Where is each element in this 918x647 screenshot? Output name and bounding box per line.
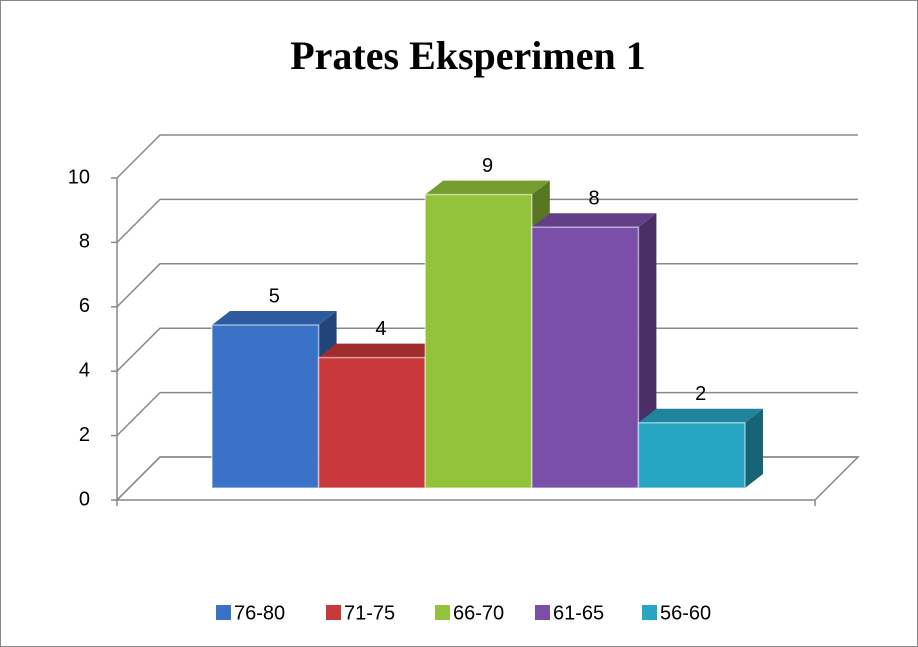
legend-swatch bbox=[216, 605, 231, 620]
legend-swatch bbox=[642, 605, 657, 620]
chart-title: Prates Eksperimen 1 bbox=[290, 33, 646, 78]
y-tick-label: 4 bbox=[79, 359, 90, 381]
grid-line bbox=[116, 198, 858, 243]
legend-label: 61-65 bbox=[553, 602, 604, 624]
bar-top bbox=[531, 213, 657, 228]
legend-label: 71-75 bbox=[344, 602, 395, 624]
bar-top bbox=[212, 311, 337, 325]
legend-swatch bbox=[435, 605, 450, 620]
legend-swatch bbox=[326, 605, 341, 620]
y-tick-label: 10 bbox=[68, 166, 90, 188]
bar bbox=[211, 324, 320, 489]
bar bbox=[317, 356, 426, 489]
bar-top bbox=[425, 180, 550, 195]
bar bbox=[637, 422, 746, 489]
y-tick-label: 2 bbox=[79, 424, 90, 446]
grid-line bbox=[116, 134, 858, 179]
value-label: 9 bbox=[482, 155, 493, 177]
bar-side bbox=[745, 408, 763, 488]
value-label: 8 bbox=[589, 187, 600, 209]
y-tick-label: 8 bbox=[79, 231, 90, 253]
legend-label: 76-80 bbox=[234, 602, 285, 624]
legend-label: 66-70 bbox=[453, 602, 504, 624]
bar bbox=[531, 226, 640, 489]
y-tick-label: 6 bbox=[79, 295, 90, 317]
bar-top bbox=[638, 408, 763, 423]
legend-label: 56-60 bbox=[660, 602, 711, 624]
value-label: 2 bbox=[695, 383, 706, 405]
value-label: 5 bbox=[269, 285, 280, 307]
bar bbox=[424, 193, 533, 489]
bar-top bbox=[318, 343, 444, 358]
y-tick-label: 0 bbox=[79, 488, 90, 510]
legend-swatch bbox=[535, 605, 550, 620]
value-label: 4 bbox=[375, 318, 386, 340]
